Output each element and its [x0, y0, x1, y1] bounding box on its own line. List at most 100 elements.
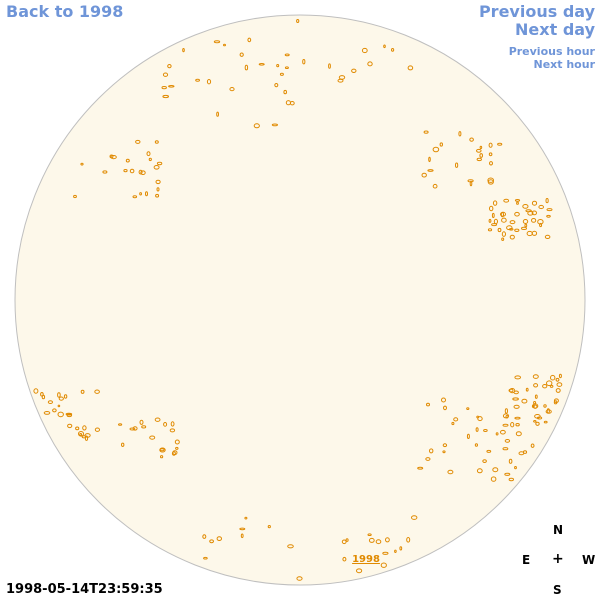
feature-contour: [555, 377, 560, 382]
feature-contour: [121, 442, 125, 447]
feature-contour: [490, 476, 497, 482]
next-day-link[interactable]: Next day: [515, 20, 595, 39]
feature-contour: [195, 78, 201, 82]
back-to-year-link[interactable]: Back to 1998: [6, 2, 124, 21]
feature-contour: [73, 194, 77, 199]
feature-contour: [182, 48, 185, 53]
feature-contour: [167, 64, 172, 69]
feature-contour: [58, 396, 64, 401]
feature-contour: [417, 466, 424, 470]
feature-contour: [543, 404, 547, 408]
feature-contour: [522, 219, 529, 224]
feature-contour: [550, 374, 556, 381]
previous-hour-link[interactable]: Previous hour: [508, 45, 595, 58]
feature-contour: [33, 388, 39, 394]
feature-contour: [271, 123, 278, 127]
feature-contour: [487, 177, 495, 183]
feature-contour: [337, 78, 344, 83]
feature-contour: [510, 422, 515, 428]
feature-contour: [284, 66, 289, 69]
feature-contour: [367, 61, 373, 67]
feature-contour: [527, 210, 534, 216]
feature-contour: [521, 226, 527, 230]
year-label[interactable]: 1998: [352, 554, 380, 565]
feature-contour: [302, 59, 306, 65]
feature-contour: [429, 448, 434, 454]
feature-contour: [508, 458, 513, 464]
feature-contour: [509, 234, 515, 240]
feature-contour: [102, 170, 108, 174]
feature-contour: [477, 416, 483, 422]
feature-contour: [160, 455, 164, 459]
feature-contour: [153, 165, 160, 170]
feature-contour: [486, 449, 492, 453]
feature-contour: [483, 429, 488, 432]
feature-contour: [497, 142, 503, 146]
feature-contour: [467, 179, 474, 183]
feature-contour: [382, 551, 389, 555]
feature-contour: [155, 179, 161, 185]
feature-contour: [267, 525, 271, 529]
feature-contour: [479, 153, 484, 158]
feature-contour: [508, 477, 514, 482]
feature-contour: [488, 142, 493, 148]
feature-contour: [394, 549, 397, 553]
previous-day-link[interactable]: Previous day: [478, 2, 595, 21]
feature-contour: [383, 44, 386, 49]
feature-contour: [406, 537, 411, 543]
feature-contour: [447, 469, 454, 475]
feature-contour: [94, 389, 100, 394]
feature-contour: [513, 390, 519, 395]
feature-contour: [175, 446, 179, 450]
feature-contour: [169, 428, 176, 433]
feature-contour: [125, 158, 130, 163]
feature-contour: [538, 204, 545, 210]
feature-contour: [118, 423, 123, 426]
feature-contour: [531, 218, 537, 223]
feature-contour: [532, 374, 539, 379]
feature-contour: [469, 137, 474, 142]
feature-contour: [229, 87, 235, 92]
feature-contour: [253, 123, 260, 129]
feature-contour: [159, 448, 165, 452]
feature-contour: [488, 218, 492, 223]
feature-contour: [458, 131, 462, 137]
feature-contour: [443, 405, 447, 411]
feature-contour: [522, 450, 528, 454]
feature-contour: [530, 443, 535, 448]
year-link[interactable]: 1998: [352, 554, 380, 565]
feature-contour: [522, 204, 529, 209]
feature-contour: [244, 64, 249, 71]
feature-contour: [432, 146, 440, 153]
feature-contour: [509, 388, 516, 394]
feature-contour: [501, 217, 507, 223]
feature-contour: [534, 414, 541, 419]
feature-contour: [502, 413, 510, 419]
next-hour-link[interactable]: Next hour: [533, 58, 596, 71]
feature-contour: [244, 516, 248, 520]
feature-contour: [489, 161, 493, 166]
feature-contour: [239, 527, 246, 531]
feature-contour: [555, 388, 561, 393]
feature-contour: [482, 459, 487, 464]
feature-contour: [487, 228, 493, 232]
feature-contour: [174, 439, 180, 445]
feature-contour: [391, 48, 395, 52]
feature-contour: [543, 420, 548, 424]
feature-contour: [94, 427, 101, 432]
feature-contour: [546, 380, 553, 387]
feature-contour: [549, 384, 554, 388]
feature-contour: [427, 169, 434, 172]
feature-contour: [441, 397, 446, 403]
feature-contour: [407, 65, 414, 71]
feature-contour: [84, 435, 89, 441]
feature-contour: [216, 536, 223, 541]
feature-contour: [453, 417, 459, 422]
feature-contour: [525, 387, 529, 392]
observation-timestamp: 1998-05-14T23:59:35: [6, 582, 163, 597]
feature-contour: [65, 412, 73, 416]
feature-contour: [466, 407, 470, 411]
feature-contour: [515, 423, 520, 427]
feature-contour: [492, 467, 499, 473]
